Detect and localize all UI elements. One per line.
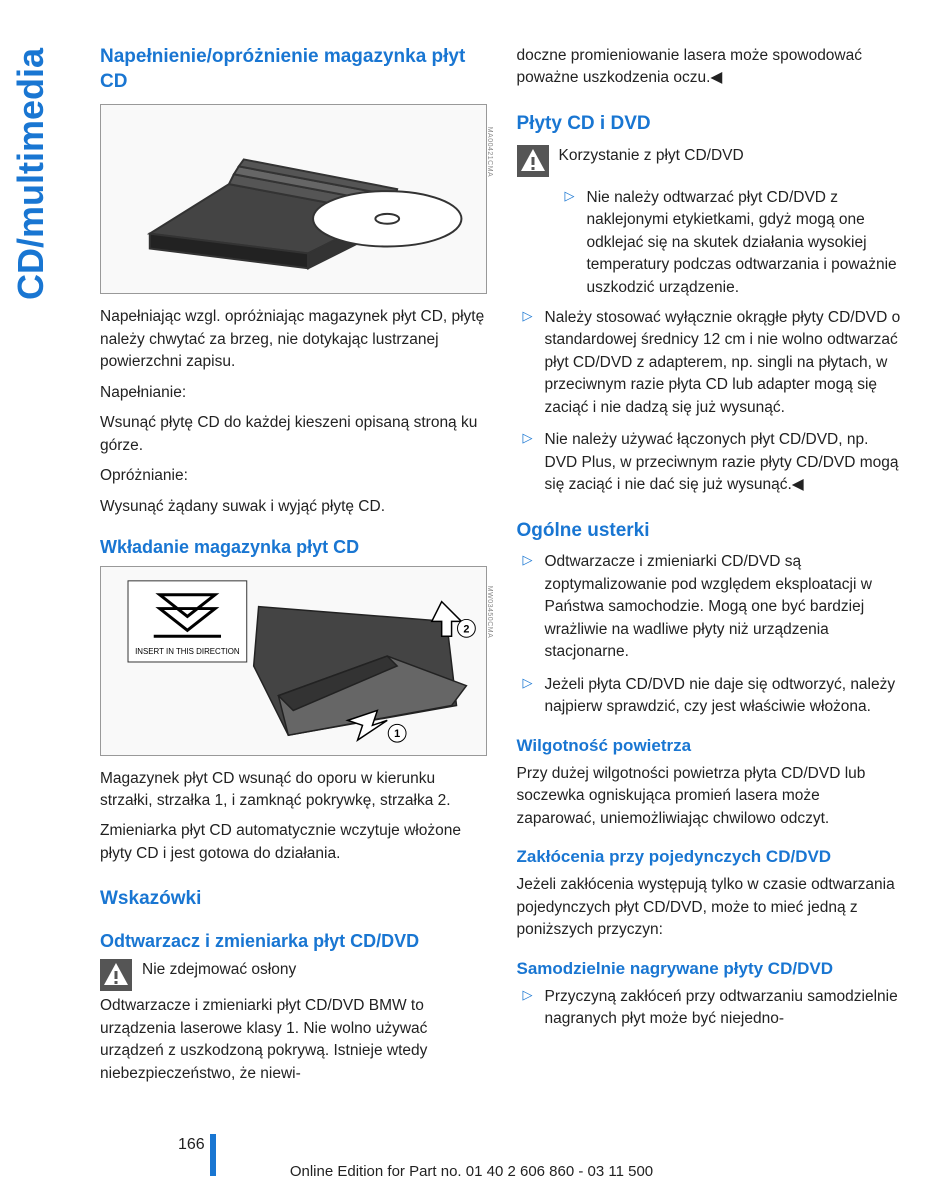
list-item: Przyczyną zakłóceń przy odtwarzaniu samo… <box>517 986 904 1031</box>
left-column: Napełnienie/opróżnienie magazynka płyt C… <box>100 45 487 1093</box>
bullet-list: Należy stosować wyłącznie okrągłe płyty … <box>517 307 904 497</box>
paragraph: doczne promieniowanie lasera może spowod… <box>517 45 904 90</box>
figure-insert-magazine: INSERT IN THIS DIRECTION 2 1 MW03450CMA <box>100 566 487 756</box>
heading-insert-magazine: Wkładanie magazynka płyt CD <box>100 536 487 559</box>
vertical-section-label: CD/multimedia <box>10 48 52 300</box>
paragraph: Napełnianie: <box>100 382 487 404</box>
heading-cd-dvd: Płyty CD i DVD <box>517 112 904 137</box>
bullet-list: Przyczyną zakłóceń przy odtwarzaniu samo… <box>517 986 904 1031</box>
page-number: 166 <box>178 1136 205 1154</box>
heading-fill-empty: Napełnienie/opróżnienie magazynka płyt C… <box>100 45 487 94</box>
paragraph: Zmieniarka płyt CD automatycznie wczytuj… <box>100 820 487 865</box>
heading-humidity: Wilgotność powietrza <box>517 735 904 757</box>
list-item: Należy stosować wyłącznie okrągłe płyty … <box>517 307 904 419</box>
paragraph: Magazynek płyt CD wsunąć do oporu w kier… <box>100 768 487 813</box>
paragraph: Jeżeli zakłócenia występują tylko w czas… <box>517 874 904 941</box>
paragraph: Wysunąć żądany suwak i wyjąć płytę CD. <box>100 496 487 518</box>
svg-text:2: 2 <box>463 623 469 635</box>
heading-hints: Wskazówki <box>100 887 487 912</box>
heading-player-changer: Odtwarzacz i zmieniarka płyt CD/DVD <box>100 930 487 953</box>
figure-code: MA00421CMA <box>486 127 493 178</box>
paragraph: Opróżnianie: <box>100 465 487 487</box>
paragraph: Wsunąć płytę CD do każdej kieszeni opisa… <box>100 412 487 457</box>
list-item: Nie należy odtwarzać płyt CD/DVD z nakle… <box>559 187 904 299</box>
figure-cd-magazine: MA00421CMA <box>100 104 487 294</box>
warning-block: Korzystanie z płyt CD/DVD <box>517 145 904 177</box>
paragraph: Napełniając wzgl. opróżniając magazynek … <box>100 306 487 373</box>
heading-general-faults: Ogólne usterki <box>517 519 904 544</box>
warning-icon <box>517 145 549 177</box>
warning-text: Korzystanie z płyt CD/DVD <box>559 145 904 167</box>
footer-text: Online Edition for Part no. 01 40 2 606 … <box>0 1163 943 1180</box>
figure-code: MW03450CMA <box>486 585 493 637</box>
nested-bullet-list: Nie należy odtwarzać płyt CD/DVD z nakle… <box>559 187 904 299</box>
nested-indent: Nie należy odtwarzać płyt CD/DVD z nakle… <box>517 187 904 299</box>
svg-text:INSERT IN THIS DIRECTION: INSERT IN THIS DIRECTION <box>135 647 240 656</box>
main-content: Napełnienie/opróżnienie magazynka płyt C… <box>0 0 943 1093</box>
paragraph: Odtwarzacze i zmieniarki płyt CD/DVD BMW… <box>100 995 487 1085</box>
heading-interference: Zakłócenia przy pojedynczych CD/DVD <box>517 846 904 868</box>
warning-block: Nie zdejmować osłony <box>100 959 487 991</box>
bullet-list: Odtwarzacze i zmieniarki CD/DVD są zopty… <box>517 551 904 718</box>
list-item: Odtwarzacze i zmieniarki CD/DVD są zopty… <box>517 551 904 663</box>
list-item: Nie należy używać łączonych płyt CD/DVD,… <box>517 429 904 496</box>
heading-self-recorded: Samodzielnie nagrywane płyty CD/DVD <box>517 958 904 980</box>
svg-text:1: 1 <box>394 728 400 740</box>
list-item: Jeżeli płyta CD/DVD nie daje się odtworz… <box>517 674 904 719</box>
paragraph: Przy dużej wilgotności powietrza płyta C… <box>517 763 904 830</box>
right-column: doczne promieniowanie lasera może spowod… <box>517 45 904 1093</box>
warning-icon <box>100 959 132 991</box>
warning-text: Nie zdejmować osłony <box>142 959 487 981</box>
